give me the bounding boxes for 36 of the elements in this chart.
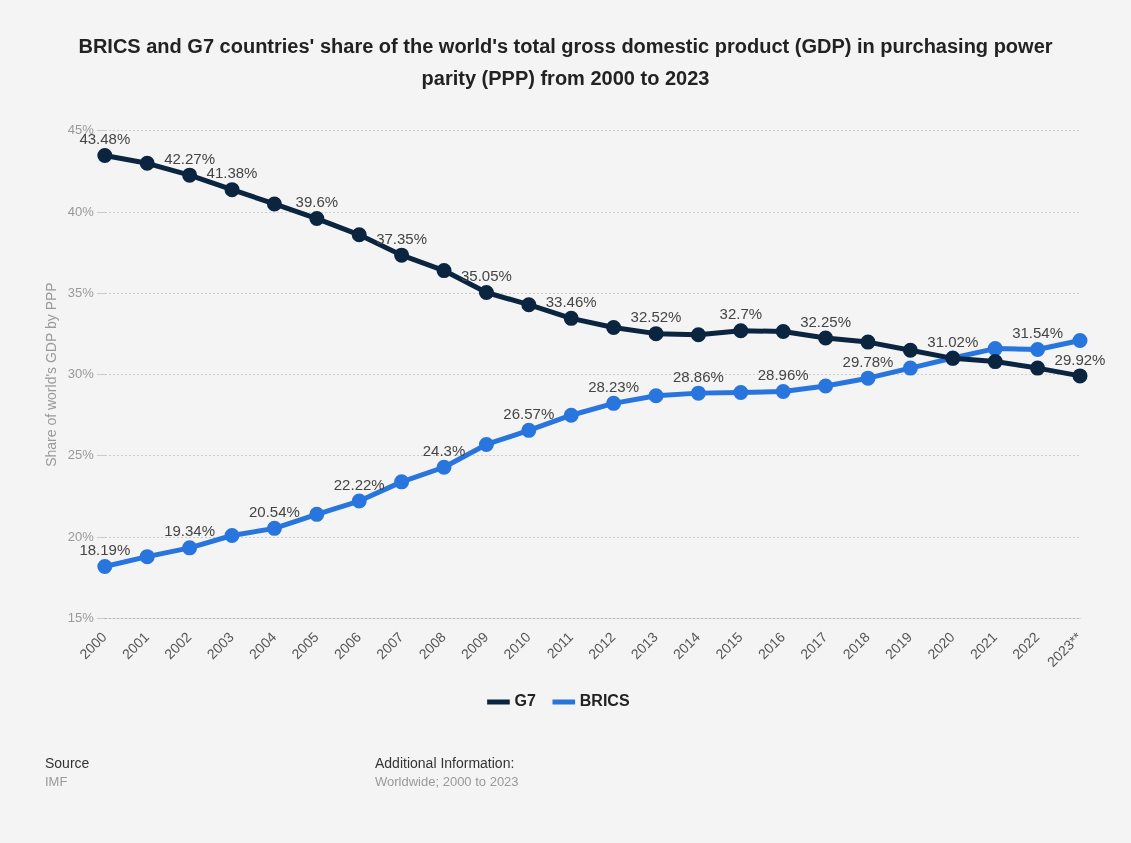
y-tick-label: 25% [67,447,95,463]
text: Source [45,755,90,771]
data-label: 19.34% [164,522,216,540]
data-label: 28.23% [588,378,640,396]
data-label: 32.7% [719,305,763,323]
y-tick-label: 20% [67,528,95,544]
data-label: 29.78% [842,352,894,370]
legend-label: G7 [514,692,536,710]
data-label: 33.46% [545,293,597,310]
data-label: 29.92% [1054,350,1106,368]
data-label: 42.27% [164,149,216,167]
legend-label: BRICS [579,692,630,710]
data-label: 28.86% [672,367,724,385]
y-axis-title: Share of world's GDP by PPP [43,282,60,467]
data-label: 28.96% [757,366,809,384]
data-label: 20.54% [248,502,300,520]
y-tick-label: 35% [67,284,95,300]
data-label: 32.52% [630,308,682,326]
data-label: 35.05% [460,267,512,285]
data-label: 24.3% [422,441,466,459]
text: IMF [45,774,68,789]
text: Worldwide; 2000 to 2023 [375,774,519,789]
data-label: 31.54% [1012,324,1064,342]
y-tick-label: 30% [67,366,95,382]
data-label: 37.35% [376,229,428,247]
data-label: 31.02% [927,332,979,350]
data-label: 39.6% [295,193,339,211]
text: Additional Information: [375,755,515,771]
y-tick-label: 15% [67,609,95,625]
data-label: 41.38% [206,164,258,182]
data-label: 26.57% [503,404,555,422]
data-label: 18.19% [79,541,131,559]
chart-title: BRICS and G7 countries' share of the world's total gross domestic product (GDP) in purchasing power parity (PPP) from 2000 to 2023 [77,34,1054,91]
y-tick-label: 40% [67,203,95,219]
data-label: 32.25% [800,312,852,330]
data-label: 22.22% [333,475,385,493]
